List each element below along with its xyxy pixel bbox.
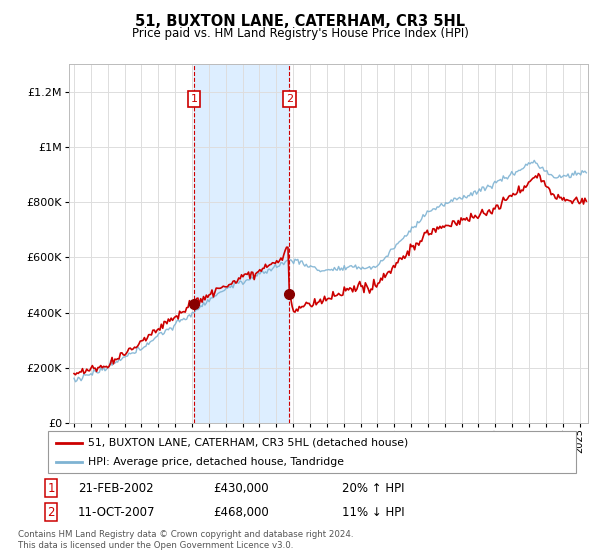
Text: HPI: Average price, detached house, Tandridge: HPI: Average price, detached house, Tand… — [88, 457, 344, 467]
Text: £468,000: £468,000 — [213, 506, 269, 519]
Text: 21-FEB-2002: 21-FEB-2002 — [78, 482, 154, 495]
FancyBboxPatch shape — [48, 431, 576, 473]
Text: 1: 1 — [191, 94, 198, 104]
Text: 51, BUXTON LANE, CATERHAM, CR3 5HL (detached house): 51, BUXTON LANE, CATERHAM, CR3 5HL (deta… — [88, 437, 408, 447]
Text: 2: 2 — [47, 506, 55, 519]
Text: 51, BUXTON LANE, CATERHAM, CR3 5HL: 51, BUXTON LANE, CATERHAM, CR3 5HL — [135, 14, 465, 29]
Text: £430,000: £430,000 — [213, 482, 269, 495]
Text: Contains HM Land Registry data © Crown copyright and database right 2024.: Contains HM Land Registry data © Crown c… — [18, 530, 353, 539]
Text: 11% ↓ HPI: 11% ↓ HPI — [342, 506, 404, 519]
Text: 11-OCT-2007: 11-OCT-2007 — [78, 506, 155, 519]
Bar — [194, 64, 289, 423]
Text: This data is licensed under the Open Government Licence v3.0.: This data is licensed under the Open Gov… — [18, 541, 293, 550]
Text: 1: 1 — [47, 482, 55, 495]
Text: 2: 2 — [286, 94, 293, 104]
Text: 20% ↑ HPI: 20% ↑ HPI — [342, 482, 404, 495]
Text: Price paid vs. HM Land Registry's House Price Index (HPI): Price paid vs. HM Land Registry's House … — [131, 27, 469, 40]
